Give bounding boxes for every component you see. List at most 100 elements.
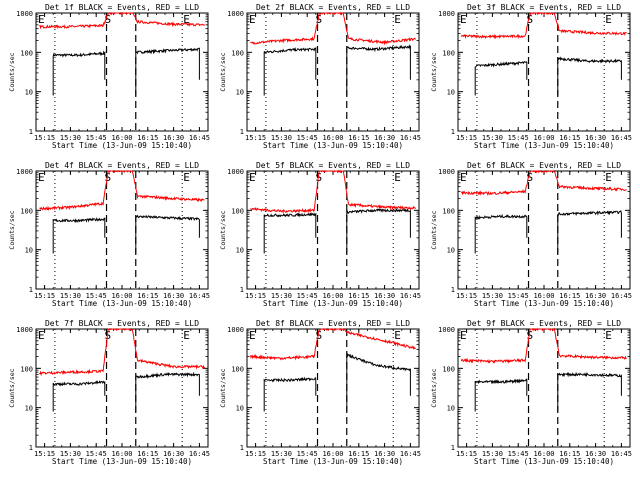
y-tick-label: 100 (231, 49, 244, 57)
lld-line (460, 327, 627, 364)
events-line (263, 376, 317, 412)
events-line (135, 371, 200, 412)
y-tick-label: 1 (29, 444, 33, 452)
events-line (135, 214, 200, 254)
y-tick-label: 1 (451, 128, 455, 136)
y-tick-label: 1000 (438, 168, 455, 176)
x-tick-label: 16:00 (533, 292, 554, 300)
events-line (474, 61, 528, 96)
x-axis-label: Start Time (13-Jun-09 15:10:40) (52, 141, 192, 150)
middle-marker-label: S (316, 13, 323, 26)
x-axis-label: Start Time (13-Jun-09 15:10:40) (52, 457, 192, 466)
end-marker-label: E (605, 329, 612, 342)
middle-marker-label: S (527, 13, 534, 26)
y-axis-label: Counts/sec (8, 210, 16, 249)
x-tick-label: 16:15 (137, 450, 158, 458)
x-tick-label: 16:45 (611, 292, 632, 300)
middle-marker-label: S (527, 171, 534, 184)
y-tick-label: 1000 (16, 326, 33, 334)
y-tick-label: 1 (451, 286, 455, 294)
end-marker-label: E (183, 13, 190, 26)
y-tick-label: 1 (240, 286, 244, 294)
y-tick-label: 1000 (227, 326, 244, 334)
y-tick-label: 1000 (438, 326, 455, 334)
events-line (346, 352, 411, 412)
x-tick-label: 16:00 (111, 292, 132, 300)
x-tick-label: 16:15 (348, 450, 369, 458)
start-marker-label: E (249, 171, 256, 184)
x-tick-label: 15:45 (508, 450, 529, 458)
panel-title: Det 1f BLACK = Events, RED = LLD (45, 3, 199, 12)
events-line (52, 217, 106, 254)
y-tick-label: 10 (447, 247, 455, 255)
y-tick-label: 1 (240, 444, 244, 452)
x-tick-label: 16:45 (400, 450, 421, 458)
start-marker-label: E (249, 13, 256, 26)
x-tick-label: 15:30 (482, 134, 503, 142)
x-axis-label: Start Time (13-Jun-09 15:10:40) (263, 299, 403, 308)
x-tick-label: 16:15 (559, 450, 580, 458)
end-marker-label: E (394, 13, 401, 26)
x-tick-label: 16:45 (400, 292, 421, 300)
detector-panel-5: Det 5f BLACK = Events, RED = LLD 1 10 100 10… (219, 161, 421, 308)
y-tick-label: 100 (442, 207, 455, 215)
y-axis-label: Counts/sec (8, 52, 16, 91)
detector-panel-4: Det 4f BLACK = Events, RED = LLD 1 10 100 10… (8, 161, 210, 308)
detector-panel-7: Det 7f BLACK = Events, RED = LLD 1 10 100 10… (8, 319, 210, 466)
x-tick-label: 16:30 (374, 292, 395, 300)
panel-title: Det 9f BLACK = Events, RED = LLD (467, 319, 621, 328)
x-tick-label: 15:30 (60, 134, 81, 142)
x-tick-label: 15:15 (245, 134, 266, 142)
x-tick-label: 16:15 (137, 292, 158, 300)
y-tick-label: 10 (236, 89, 244, 97)
x-axis-label: Start Time (13-Jun-09 15:10:40) (474, 141, 614, 150)
lld-line (250, 11, 416, 46)
lld-line (39, 12, 205, 30)
end-marker-label: E (394, 171, 401, 184)
y-axis-label: Counts/sec (219, 210, 227, 249)
x-tick-label: 16:00 (322, 450, 343, 458)
x-tick-label: 16:00 (111, 134, 132, 142)
detector-panel-6: Det 6f BLACK = Events, RED = LLD 1 10 100 10… (430, 161, 632, 308)
events-line (346, 44, 411, 96)
x-tick-label: 15:15 (245, 292, 266, 300)
x-tick-label: 16:00 (322, 134, 343, 142)
end-marker-label: E (183, 171, 190, 184)
lld-line (39, 328, 206, 377)
middle-marker-label: S (105, 171, 112, 184)
x-tick-label: 16:45 (189, 292, 210, 300)
x-tick-label: 15:45 (508, 292, 529, 300)
detector-panel-9: Det 9f BLACK = Events, RED = LLD 1 10 100 10… (430, 319, 632, 466)
lld-line (39, 170, 205, 211)
end-marker-label: E (605, 171, 612, 184)
x-tick-label: 15:45 (297, 134, 318, 142)
y-tick-label: 100 (20, 365, 33, 373)
y-tick-label: 1000 (16, 168, 33, 176)
y-tick-label: 1 (29, 286, 33, 294)
start-marker-label: E (249, 329, 256, 342)
y-tick-label: 10 (25, 405, 33, 413)
x-tick-label: 16:30 (163, 134, 184, 142)
y-axis-label: Counts/sec (219, 52, 227, 91)
y-axis-label: Counts/sec (8, 368, 16, 407)
x-axis-label: Start Time (13-Jun-09 15:10:40) (263, 141, 403, 150)
x-tick-label: 16:15 (348, 292, 369, 300)
end-marker-label: E (394, 329, 401, 342)
x-tick-label: 15:15 (245, 450, 266, 458)
start-marker-label: E (460, 13, 467, 26)
x-tick-label: 15:45 (86, 134, 107, 142)
events-line (52, 50, 106, 96)
middle-marker-label: S (527, 329, 534, 342)
events-line (135, 47, 200, 96)
x-tick-label: 16:45 (611, 450, 632, 458)
y-tick-label: 1 (451, 444, 455, 452)
x-tick-label: 15:15 (34, 134, 55, 142)
middle-marker-label: S (105, 13, 112, 26)
y-tick-label: 10 (25, 89, 33, 97)
x-tick-label: 15:15 (456, 450, 477, 458)
x-tick-label: 15:30 (482, 292, 503, 300)
y-tick-label: 100 (442, 365, 455, 373)
x-tick-label: 15:15 (456, 134, 477, 142)
events-line (52, 380, 106, 412)
y-tick-label: 100 (442, 49, 455, 57)
